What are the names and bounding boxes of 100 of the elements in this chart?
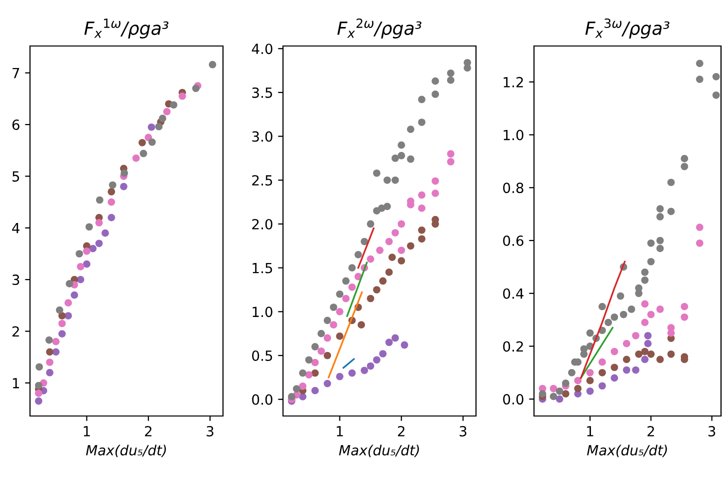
point [447,70,454,77]
point [388,254,396,261]
x-tick-label: 3 [460,426,466,436]
point [138,138,146,146]
point [58,330,66,338]
point [336,372,344,380]
point [610,348,618,356]
point [632,332,640,340]
point [108,214,116,222]
point [622,340,630,348]
point [373,286,380,294]
point [66,280,74,288]
point [586,329,594,337]
point [656,205,664,212]
x-tick-label: 2 [648,426,654,436]
point [330,304,338,311]
point [656,244,664,252]
point [348,283,356,291]
point [366,220,374,228]
point [610,313,618,321]
point [641,348,649,356]
point [324,334,332,342]
point [89,244,97,252]
point [311,358,319,366]
point [132,154,140,162]
point [392,154,399,162]
point [336,308,344,316]
point [398,220,406,228]
point [58,312,66,320]
point [696,224,704,231]
point [324,380,332,388]
point [432,77,439,85]
point [641,300,649,308]
point [342,294,350,302]
point [432,190,439,197]
point [628,306,636,313]
point [447,150,454,158]
point [680,154,688,162]
point [406,242,414,250]
point [610,374,618,382]
point [86,223,93,231]
x-tick-label: 3 [206,426,214,436]
point [305,356,313,364]
point [574,376,582,384]
chart-title: F$_{x}$$^{2ω}$/ρga³ [337,18,422,39]
point [418,118,426,126]
point [432,177,439,185]
point [58,320,66,328]
y-tick-label: 0.0 [252,394,272,405]
point [667,350,675,358]
y-tick-label: 6 [12,120,20,130]
point [562,390,570,398]
point [70,291,78,299]
point [680,302,688,310]
point [406,155,414,163]
point [398,141,406,149]
y-tick-label: 1.0 [252,306,272,318]
point [586,387,594,395]
point [641,276,649,284]
point [550,392,558,400]
point [680,162,688,170]
point [376,246,384,254]
point [64,299,72,307]
x-axis-title: Max(du₅/dt) [86,444,166,458]
point [598,368,606,376]
point [398,257,406,264]
point [155,122,163,130]
point [667,208,675,216]
point [148,138,156,146]
point [384,202,391,210]
point [46,348,54,356]
point [656,356,664,364]
point [598,382,606,390]
point [647,258,655,266]
point [667,329,675,337]
y-tick-label: 0.8 [503,182,524,194]
point [96,196,104,204]
point [373,356,380,364]
point [192,84,200,92]
point [647,350,655,358]
point [447,158,454,166]
point [598,302,606,310]
point [366,362,374,370]
point [418,235,426,243]
point [418,204,426,212]
point [635,350,642,358]
point [667,178,675,186]
point [34,390,42,397]
point [432,90,439,98]
point [644,340,652,348]
point [64,312,72,320]
point [366,255,374,263]
point [292,385,300,392]
point [76,262,84,270]
point [83,260,90,268]
point [696,76,704,83]
point [348,264,356,272]
point [348,369,356,377]
point [52,348,60,356]
point [604,318,612,326]
